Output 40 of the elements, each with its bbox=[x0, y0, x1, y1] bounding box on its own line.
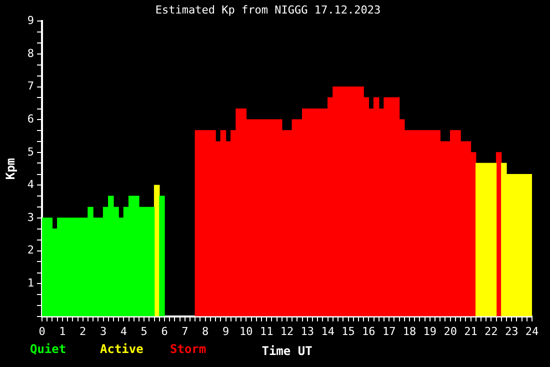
chart-title: Estimated Kp from NIGGG 17.12.2023 bbox=[155, 3, 381, 16]
x-tick-label: 13 bbox=[300, 324, 314, 338]
y-tick-label: 2 bbox=[27, 244, 34, 257]
x-tick-label: 17 bbox=[382, 324, 396, 338]
y-tick-label: 8 bbox=[27, 46, 34, 60]
y-tick-label: 3 bbox=[27, 210, 34, 224]
x-tick-label: 20 bbox=[444, 324, 457, 338]
x-tick-label: 19 bbox=[423, 324, 437, 338]
x-tick-label: 10 bbox=[240, 324, 253, 338]
x-tick-label: 21 bbox=[464, 324, 478, 338]
x-tick-label: 22 bbox=[484, 324, 498, 338]
text: Storm bbox=[170, 342, 206, 356]
x-tick-label: 23 bbox=[504, 324, 518, 338]
x-tick-label: 14 bbox=[321, 324, 335, 338]
y-tick-label: 5 bbox=[27, 145, 34, 158]
x-tick-label: 12 bbox=[280, 324, 294, 338]
y-tick-label: 1 bbox=[27, 276, 34, 290]
text: Quiet bbox=[30, 342, 66, 356]
y-tick-label: 4 bbox=[27, 178, 34, 192]
x-tick-label: 3 bbox=[100, 324, 107, 338]
x-tick-label: 11 bbox=[260, 324, 274, 338]
x-tick-label: 2 bbox=[80, 324, 86, 338]
x-tick-label: 0 bbox=[38, 324, 46, 338]
y-tick-label: 7 bbox=[27, 80, 34, 93]
x-tick-label: 4 bbox=[120, 324, 128, 338]
x-axis-title: Time UT bbox=[262, 344, 312, 358]
x-tick-label: 24 bbox=[525, 324, 539, 338]
x-tick-label: 1 bbox=[59, 324, 66, 338]
text: Active bbox=[100, 342, 144, 356]
x-tick-label: 5 bbox=[140, 324, 148, 338]
x-tick-label: 8 bbox=[202, 324, 209, 338]
x-tick-label: 7 bbox=[182, 324, 188, 338]
x-tick-label: 9 bbox=[222, 324, 230, 338]
x-tick-label: 15 bbox=[342, 324, 355, 338]
x-tick-label: 6 bbox=[161, 324, 168, 338]
x-tick-label: 18 bbox=[402, 324, 416, 338]
x-tick-label: 16 bbox=[362, 324, 376, 338]
y-axis-title: Kpm bbox=[3, 158, 18, 180]
y-tick-label: 9 bbox=[27, 14, 34, 28]
y-tick-label: 6 bbox=[27, 112, 34, 126]
